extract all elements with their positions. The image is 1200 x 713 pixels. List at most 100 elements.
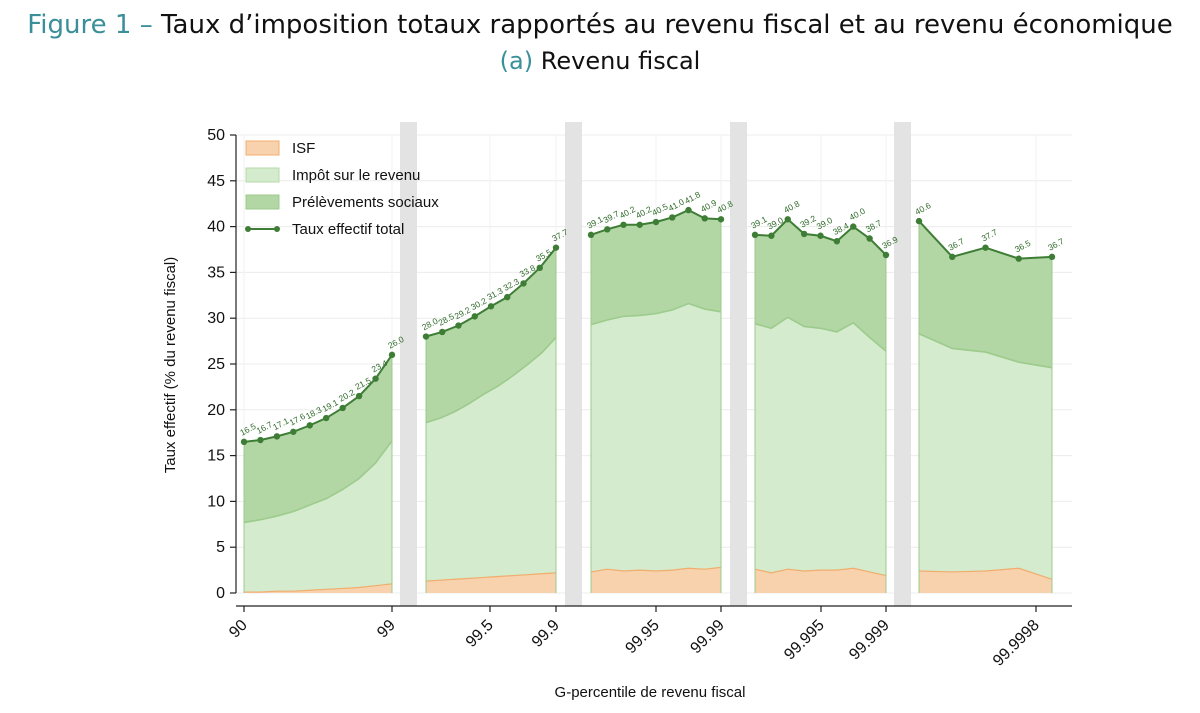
total-rate-point xyxy=(949,253,956,261)
total-rate-point xyxy=(915,217,923,225)
total-rate-value-label: 40.0 xyxy=(847,206,867,223)
x-tick-label: 90 xyxy=(226,617,251,642)
total-rate-point xyxy=(685,206,692,214)
total-rate-point xyxy=(306,422,313,429)
value-labels: 16.516.717.117.618.319.120.221.523.426.0… xyxy=(238,189,1066,437)
x-tick-label: 99.95 xyxy=(622,617,662,657)
total-rate-point xyxy=(882,251,890,259)
total-rate-point xyxy=(620,221,627,228)
total-rate-point xyxy=(717,216,725,223)
total-rate-point xyxy=(372,375,379,382)
isf-area xyxy=(426,572,556,593)
prelevements-sociaux-area xyxy=(426,247,556,423)
legend-marker xyxy=(245,226,251,232)
total-rate-value-label: 37.7 xyxy=(980,227,1000,244)
total-rate-point xyxy=(339,404,346,412)
y-tick-label: 20 xyxy=(207,402,225,419)
legend-marker xyxy=(274,226,280,232)
total-rate-point xyxy=(471,313,478,320)
total-rate-point xyxy=(604,226,611,233)
total-rate-value-label: 16.7 xyxy=(255,419,275,436)
total-rate-point xyxy=(455,322,462,329)
total-rate-point xyxy=(636,221,643,228)
total-rate-point xyxy=(701,215,708,222)
total-rate-point xyxy=(751,231,759,239)
total-rate-value-label: 40.8 xyxy=(782,198,802,215)
legend-label: ISF xyxy=(292,140,315,157)
isf-area xyxy=(244,583,392,593)
impot-revenu-area xyxy=(919,333,1052,580)
segment-separator xyxy=(730,122,747,606)
x-tick-label: 99 xyxy=(374,617,399,642)
x-tick-label: 99.5 xyxy=(463,617,497,651)
total-rate-value-label: 40.6 xyxy=(913,200,933,217)
total-rate-point xyxy=(833,238,841,245)
y-axis-title: Taux effectif (% du revenu fiscal) xyxy=(162,257,179,474)
total-rate-point xyxy=(388,351,396,359)
stacked-areas xyxy=(243,210,1053,593)
isf-area xyxy=(755,568,886,593)
total-rate-point xyxy=(240,438,248,446)
segment-separator xyxy=(565,122,582,606)
legend-isf: ISF xyxy=(245,140,315,157)
figure-title-text: Taux d’imposition totaux rapportés au re… xyxy=(160,10,1173,40)
x-tick-label: 99.9 xyxy=(529,617,563,651)
legend-swatch xyxy=(245,167,280,183)
isf-area xyxy=(591,567,721,593)
total-rate-point xyxy=(784,216,791,223)
total-rate-point xyxy=(850,223,857,230)
y-tick-label: 25 xyxy=(207,356,225,373)
x-tick-label: 99.999 xyxy=(846,617,893,664)
total-rate-point xyxy=(323,414,330,422)
total-rate-point xyxy=(800,230,808,238)
impot-revenu-area xyxy=(426,337,556,582)
total-rate-point xyxy=(439,328,446,336)
total-rate-point xyxy=(982,244,989,251)
legend-label: Impôt sur le revenu xyxy=(292,167,420,184)
y-tick-label: 0 xyxy=(216,585,225,602)
isf-edge xyxy=(425,572,557,582)
impot-revenu-edge xyxy=(425,336,557,424)
total-rate-point xyxy=(552,244,560,251)
total-rate-point xyxy=(487,303,495,310)
y-tick-label: 5 xyxy=(216,539,225,556)
impot-revenu-edge xyxy=(590,302,722,326)
y-tick-label: 15 xyxy=(207,448,225,465)
total-rate-point xyxy=(290,428,297,435)
total-rate-value-label: 39.2 xyxy=(798,213,818,230)
total-rate-point xyxy=(1048,253,1056,261)
legend-swatch xyxy=(245,194,280,210)
total-rate-line xyxy=(240,206,1056,446)
y-tick-label: 35 xyxy=(207,264,225,281)
segment-separator xyxy=(400,122,417,606)
subfigure-label: (a) xyxy=(499,47,534,75)
legend-impot-revenu: Impôt sur le revenu xyxy=(245,167,420,184)
impot-revenu-area xyxy=(244,440,392,593)
total-rate-point xyxy=(652,218,660,226)
y-tick-label: 45 xyxy=(207,173,225,190)
isf-edge xyxy=(244,583,393,593)
total-rate-point xyxy=(355,392,363,400)
legend: ISF Impôt sur le revenu Prélèvements socia… xyxy=(245,140,439,238)
isf-area xyxy=(919,568,1052,593)
subfigure-title: Revenu fiscal xyxy=(540,47,701,75)
total-rate-point xyxy=(273,433,281,440)
isf-edge xyxy=(754,567,887,577)
impot-revenu-area xyxy=(755,317,886,576)
total-rate-point xyxy=(520,280,527,287)
y-tick-label: 30 xyxy=(207,310,225,327)
y-tick-label: 50 xyxy=(207,127,225,144)
segment-separator xyxy=(894,122,911,606)
total-rate-point xyxy=(504,293,511,301)
total-rate-line-segment xyxy=(243,354,393,443)
impot-revenu-edge xyxy=(243,440,393,524)
total-rate-value-label: 36.7 xyxy=(1046,236,1066,253)
total-rate-point xyxy=(587,231,595,239)
total-rate-point xyxy=(817,232,824,239)
legend-label: Taux effectif total xyxy=(292,221,404,238)
total-rate-value-label: 36.7 xyxy=(946,236,966,253)
figure-title: Figure 1 – Taux d’imposition totaux rapp… xyxy=(0,10,1200,40)
total-rate-value-label: 40.2 xyxy=(634,204,654,221)
legend-label: Prélèvements sociaux xyxy=(292,194,439,211)
